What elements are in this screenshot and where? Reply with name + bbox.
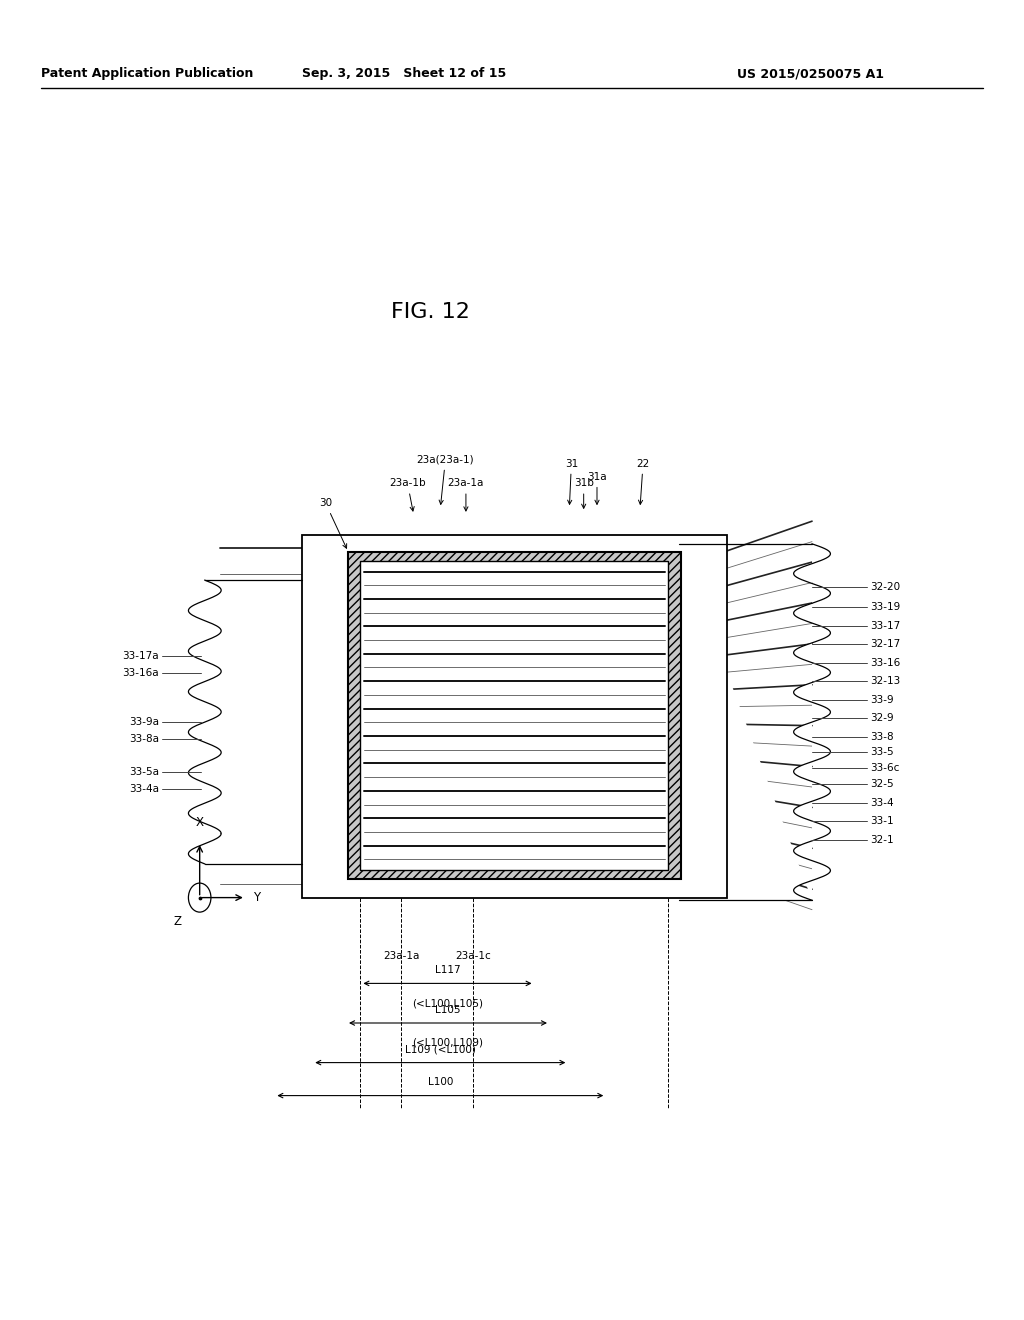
Text: 32-5: 32-5 [870, 779, 894, 789]
Bar [360, 561, 668, 870]
Text: US 2015/0250075 A1: US 2015/0250075 A1 [737, 67, 885, 81]
Polygon shape [188, 581, 302, 865]
Text: 33-4: 33-4 [870, 797, 894, 808]
Text: Y: Y [253, 891, 260, 904]
Text: 33-8a: 33-8a [129, 734, 159, 744]
Text: 23a-1b: 23a-1b [389, 478, 426, 511]
Text: 23a(23a-1): 23a(23a-1) [417, 454, 474, 504]
Polygon shape [679, 544, 830, 900]
Text: X: X [196, 816, 204, 829]
Text: Z: Z [173, 915, 181, 928]
Text: 33-6c: 33-6c [870, 763, 900, 774]
Text: 22: 22 [637, 458, 649, 504]
Text: 23a-1a: 23a-1a [383, 950, 420, 961]
Text: 32-17: 32-17 [870, 639, 901, 649]
Text: 32-13: 32-13 [870, 676, 901, 686]
Text: 32-1: 32-1 [870, 834, 894, 845]
Text: 33-8: 33-8 [870, 731, 894, 742]
Text: (<L100,L109): (<L100,L109) [413, 1038, 483, 1048]
Text: 33-17: 33-17 [870, 620, 901, 631]
Text: L109 (<L100): L109 (<L100) [404, 1044, 476, 1055]
Text: 31b: 31b [573, 478, 594, 508]
Text: 31a: 31a [587, 471, 607, 504]
Text: FIG. 12: FIG. 12 [390, 301, 470, 322]
Text: Patent Application Publication: Patent Application Publication [41, 67, 253, 81]
Text: 33-16: 33-16 [870, 657, 901, 668]
Text: 32-20: 32-20 [870, 582, 900, 593]
Text: 33-9: 33-9 [870, 694, 894, 705]
Text: Sep. 3, 2015   Sheet 12 of 15: Sep. 3, 2015 Sheet 12 of 15 [302, 67, 507, 81]
Text: 33-5: 33-5 [870, 747, 894, 758]
Text: 33-19: 33-19 [870, 602, 901, 612]
Text: L117: L117 [434, 965, 461, 975]
Text: (<L100,L105): (<L100,L105) [412, 998, 483, 1008]
Bar [348, 552, 681, 879]
Text: 33-4a: 33-4a [129, 784, 159, 795]
Text: 30: 30 [319, 498, 347, 548]
Text: 33-5a: 33-5a [129, 767, 159, 777]
Bar [302, 535, 727, 898]
Text: 33-16a: 33-16a [122, 668, 159, 678]
Text: 23a-1a: 23a-1a [447, 478, 484, 511]
Text: 33-9a: 33-9a [129, 717, 159, 727]
Text: 33-17a: 33-17a [122, 651, 159, 661]
Text: 31: 31 [565, 458, 578, 504]
Text: 33-1: 33-1 [870, 816, 894, 826]
Text: L100: L100 [428, 1077, 453, 1088]
Text: 23a-1c: 23a-1c [456, 950, 490, 961]
Text: L105: L105 [435, 1005, 461, 1015]
Text: 32-9: 32-9 [870, 713, 894, 723]
